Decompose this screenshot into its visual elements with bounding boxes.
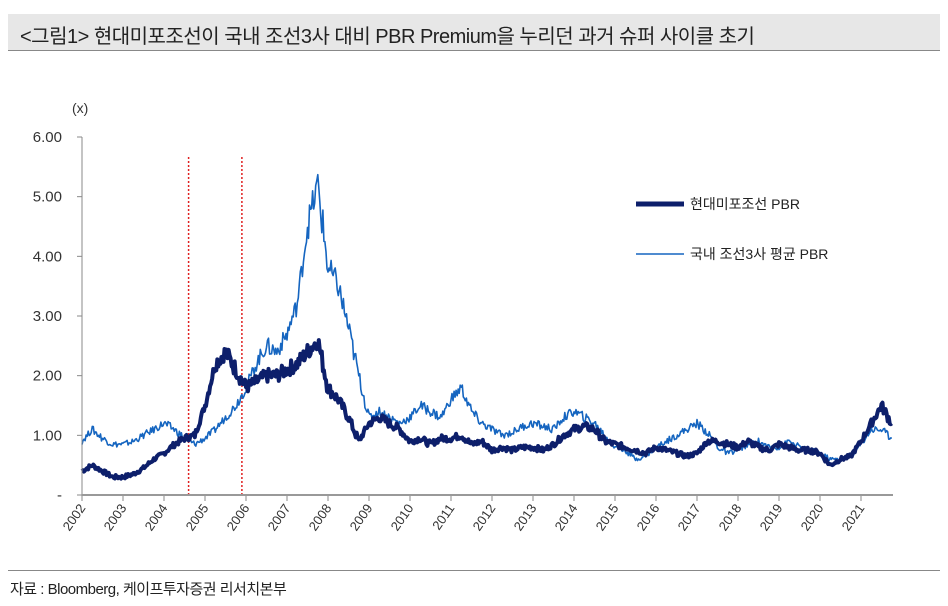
- x-tick-label: 2014: [552, 501, 581, 533]
- x-tick-label: 2007: [265, 501, 294, 533]
- x-tick-label: 2020: [798, 501, 827, 533]
- y-tick-label: 2.00: [33, 368, 62, 385]
- legend: 현대미포조선 PBR 국내 조선3사 평균 PBR: [636, 196, 828, 262]
- x-tick-label: 2018: [716, 501, 745, 533]
- x-tick-label: 2016: [634, 501, 663, 533]
- divider: [8, 570, 940, 571]
- y-tick-label: -: [57, 487, 62, 504]
- y-tick-label: 6.00: [33, 129, 62, 146]
- x-tick-label: 2012: [470, 501, 499, 533]
- x-tick-label: 2002: [60, 501, 89, 533]
- y-tick-label: 4.00: [33, 248, 62, 265]
- series-line-hyundai-mipo: [80, 338, 893, 481]
- x-tick-label: 2008: [306, 501, 335, 533]
- x-tick-label: 2021: [839, 501, 868, 533]
- x-tick-label: 2003: [101, 501, 130, 533]
- title-bar: <그림1> 현대미포조선이 국내 조선3사 대비 PBR Premium을 누리…: [8, 14, 940, 51]
- source-note: 자료 : Bloomberg, 케이프투자증권 리서치본부: [10, 581, 287, 598]
- series-line-big3-average: [81, 173, 893, 462]
- x-tick-label: 2010: [388, 501, 417, 533]
- y-tick-label: 5.00: [33, 189, 62, 206]
- x-tick-label: 2015: [593, 501, 622, 533]
- chart-title: <그림1> 현대미포조선이 국내 조선3사 대비 PBR Premium을 누리…: [20, 26, 755, 48]
- legend-label-big3-average: 국내 조선3사 평균 PBR: [690, 246, 828, 262]
- x-tick-label: 2006: [224, 501, 253, 533]
- y-axis-label: (x): [72, 100, 88, 116]
- y-tick-label: 3.00: [33, 308, 62, 325]
- line-chart: (x) - 1.00 2.00 3.00 4.00 5.00 6.00 2002 2003 20…: [33, 100, 893, 533]
- x-tick-label: 2019: [757, 501, 786, 533]
- x-tick-label: 2009: [347, 501, 376, 533]
- x-tick-label: 2005: [183, 501, 212, 533]
- y-tick-label: 1.00: [33, 427, 62, 444]
- x-tick-label: 2013: [511, 501, 540, 533]
- x-tick-label: 2004: [142, 501, 171, 533]
- x-tick-label: 2011: [429, 501, 457, 533]
- legend-label-hyundai-mipo: 현대미포조선 PBR: [690, 196, 800, 212]
- x-tick-label: 2017: [675, 501, 704, 533]
